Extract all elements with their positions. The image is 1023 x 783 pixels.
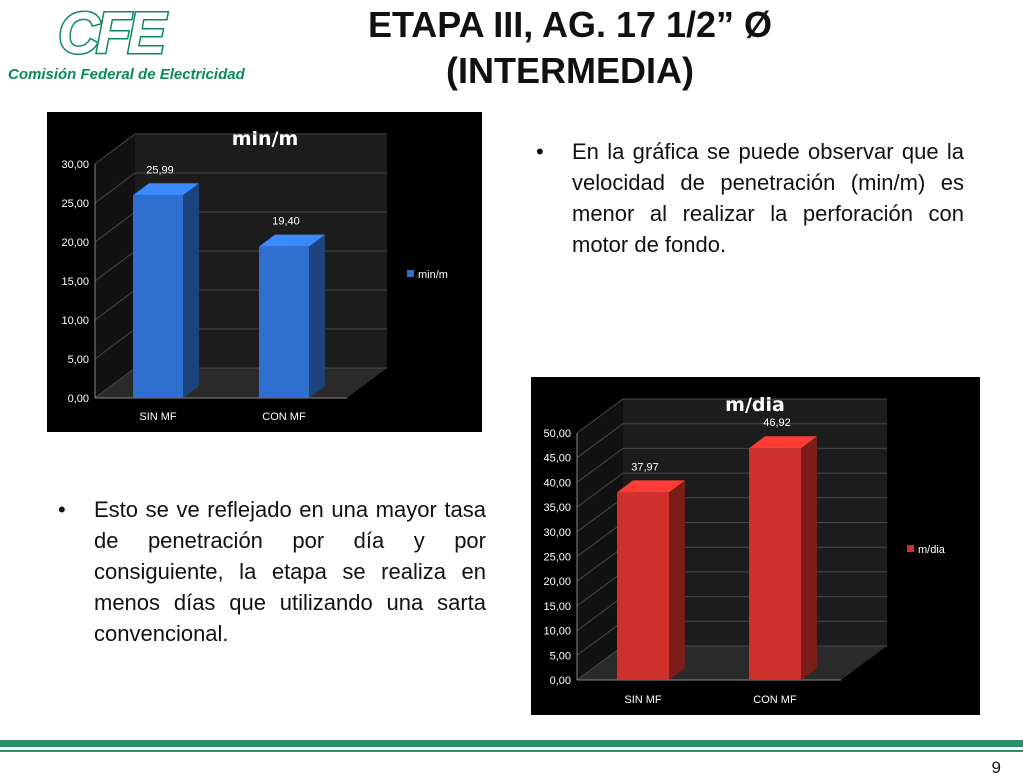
bar-side [309,234,325,398]
y-tick-label: 20,00 [543,576,571,588]
bullet-penetration-speed-text: En la gráfica se puede observar que la v… [572,139,964,257]
y-tick-label: 45,00 [543,453,571,465]
data-label: 46,92 [763,417,791,429]
y-tick-label: 10,00 [61,315,89,327]
chart-gridline [94,172,387,204]
bar [749,448,801,680]
slide-title: ETAPA III, AG. 17 1/2” Ø (INTERMEDIA) [300,2,840,94]
meters-per-day-chart-svg: 0,00 5,00 10,00 15,00 20,00 25,00 30,00 35,00 40… [543,394,946,706]
y-tick-label: 15,00 [543,601,571,613]
x-tick-label: CON MF [262,411,306,423]
y-tick-label: 5,00 [550,650,571,662]
y-tick-label: 10,00 [543,626,571,638]
y-tick-label: 0,00 [68,393,89,405]
chart-title: m/dia [725,394,785,416]
y-tick-label: 0,00 [550,675,571,687]
y-tick-label: 25,00 [61,198,89,210]
cfe-logo-mark: CFE [57,1,168,66]
y-tick-label: 50,00 [543,428,571,440]
legend-label: m/dia [918,544,946,556]
slide-title-line1: ETAPA III, AG. 17 1/2” Ø [367,4,773,45]
bar-top [617,480,685,493]
chart-gridline [576,398,887,434]
legend-label: min/m [418,269,448,281]
bullet-symbol: • [536,139,544,164]
footer-stripe-thin [0,750,1023,752]
y-tick-label: 30,00 [543,527,571,539]
bar [259,246,309,398]
page-number: 9 [991,758,1001,777]
cfe-logo-caption: Comisión Federal de Electricidad [8,66,245,83]
footer-stripe-thick [0,740,1023,747]
chart-title: min/m [232,128,299,150]
chart-gridline [94,133,387,165]
x-tick-label: CON MF [753,694,797,706]
data-label: 19,40 [272,216,300,228]
bar-side [183,183,199,398]
data-label: 25,99 [146,164,174,176]
bullet-penetration-rate-text: Esto se ve reflejado en una mayor tasa d… [94,497,486,646]
y-tick-label: 35,00 [543,502,571,514]
bar [617,492,669,680]
cfe-logo: CFE Comisión Federal de Electricidad [6,1,245,84]
legend-swatch [907,545,914,552]
slide-title-line2: (INTERMEDIA) [446,50,694,91]
min-per-meter-chart-svg: 0,00 5,00 10,00 15,00 20,00 25,00 30,00 25,99 SI… [61,128,448,423]
y-tick-label: 40,00 [543,477,571,489]
x-tick-label: SIN MF [624,694,662,706]
data-label: 37,97 [631,461,659,473]
bar-top [259,234,325,247]
meters-per-day-chart: 0,00 5,00 10,00 15,00 20,00 25,00 30,00 35,00 40… [531,377,980,715]
bullet-symbol: • [58,497,66,522]
y-tick-label: 20,00 [61,237,89,249]
bar-top [133,183,199,196]
chart-gridline [576,423,887,459]
bar-side [669,480,685,680]
legend-swatch [407,270,414,277]
bullet-penetration-rate: • Esto se ve reflejado en una mayor tasa… [58,494,486,649]
bar-side [801,436,817,680]
y-tick-label: 25,00 [543,552,571,564]
bullet-penetration-speed: • En la gráfica se puede observar que la… [536,136,964,260]
bar [133,195,183,398]
y-tick-label: 15,00 [61,276,89,288]
y-tick-label: 30,00 [61,159,89,171]
bar-top [749,436,817,449]
x-tick-label: SIN MF [139,411,177,423]
min-per-meter-chart: 0,00 5,00 10,00 15,00 20,00 25,00 30,00 25,99 SI… [47,112,482,432]
y-tick-label: 5,00 [68,354,89,366]
